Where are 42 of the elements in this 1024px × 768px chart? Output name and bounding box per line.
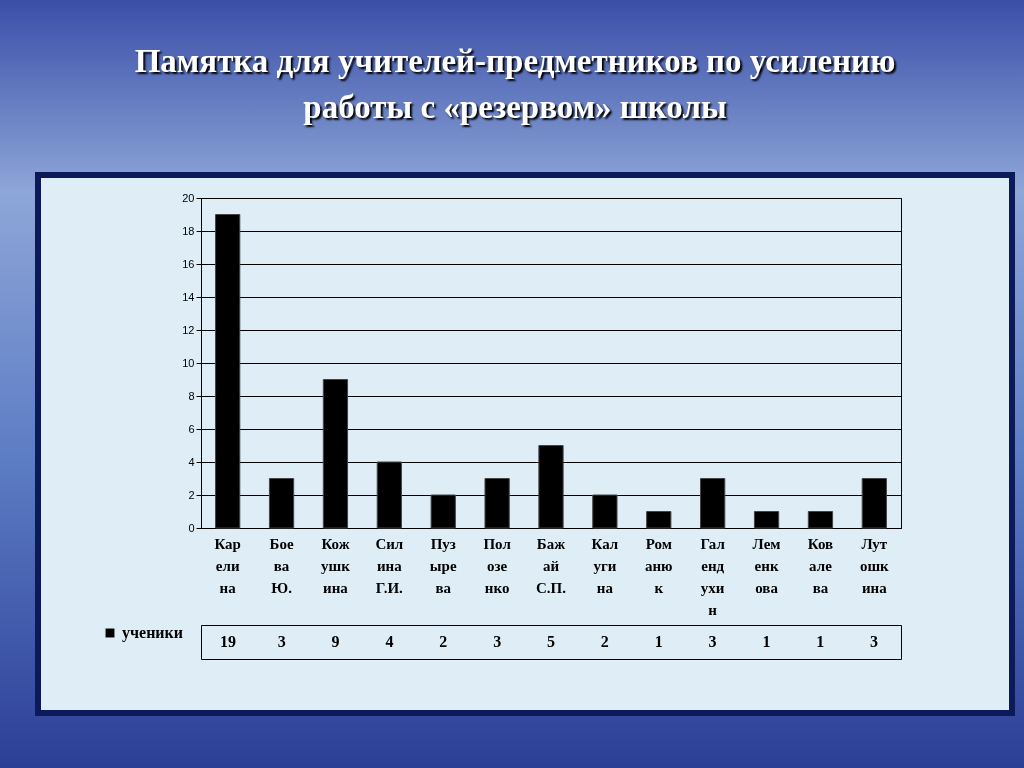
- bar: [753, 511, 780, 529]
- bar: [807, 511, 834, 529]
- data-label: 3: [493, 633, 502, 650]
- data-label: 1: [654, 633, 663, 650]
- x-tick-label: Калугина: [591, 535, 619, 596]
- data-label: 2: [439, 633, 448, 650]
- x-tick-label: Бажай С.П.: [536, 535, 567, 596]
- data-label: 3: [708, 633, 717, 650]
- chart-title: Памятка для учителей-предметников по усилению работы с «резервом» школы: [133, 42, 897, 127]
- data-label: 9: [331, 633, 340, 650]
- x-tick-label: Кожушкина: [321, 535, 351, 596]
- y-tick-label: 18: [182, 224, 195, 237]
- y-tick-label: 20: [182, 191, 195, 204]
- x-tick-label: Карелина: [214, 535, 241, 596]
- x-tick-label: Силина Г.И.: [375, 535, 404, 596]
- x-tick-label: Пузырева: [429, 535, 457, 596]
- data-label: 3: [277, 633, 286, 650]
- bar: [646, 511, 672, 529]
- x-tick-label: Леменкова: [752, 535, 781, 596]
- x-tick-label: Романюк: [644, 535, 673, 596]
- y-tick-label: 12: [182, 323, 195, 336]
- legend-label: ученики: [122, 624, 183, 642]
- x-tick-label: Боева Ю.: [269, 535, 294, 596]
- x-tick-label: Галендухин: [700, 535, 726, 618]
- x-tick-label: Лутошкина: [859, 535, 890, 596]
- y-tick-label: 14: [182, 290, 195, 303]
- data-label: 19: [219, 633, 236, 650]
- y-tick-label: 16: [182, 257, 195, 270]
- x-tick-label: Полозенко: [483, 535, 512, 596]
- y-tick-label: 4: [188, 455, 195, 468]
- data-label: 2: [600, 633, 609, 650]
- data-label: 3: [870, 633, 879, 650]
- y-tick-label: 0: [188, 521, 195, 534]
- data-label: 5: [547, 633, 555, 650]
- y-tick-label: 8: [188, 389, 195, 402]
- data-label: 4: [385, 633, 394, 650]
- data-label: 1: [816, 633, 825, 650]
- y-tick-label: 10: [182, 356, 195, 369]
- y-tick-label: 6: [188, 422, 195, 435]
- y-tick-label: 2: [188, 488, 195, 501]
- x-tick-label: Ковалева: [807, 535, 834, 596]
- data-label: 1: [762, 633, 771, 650]
